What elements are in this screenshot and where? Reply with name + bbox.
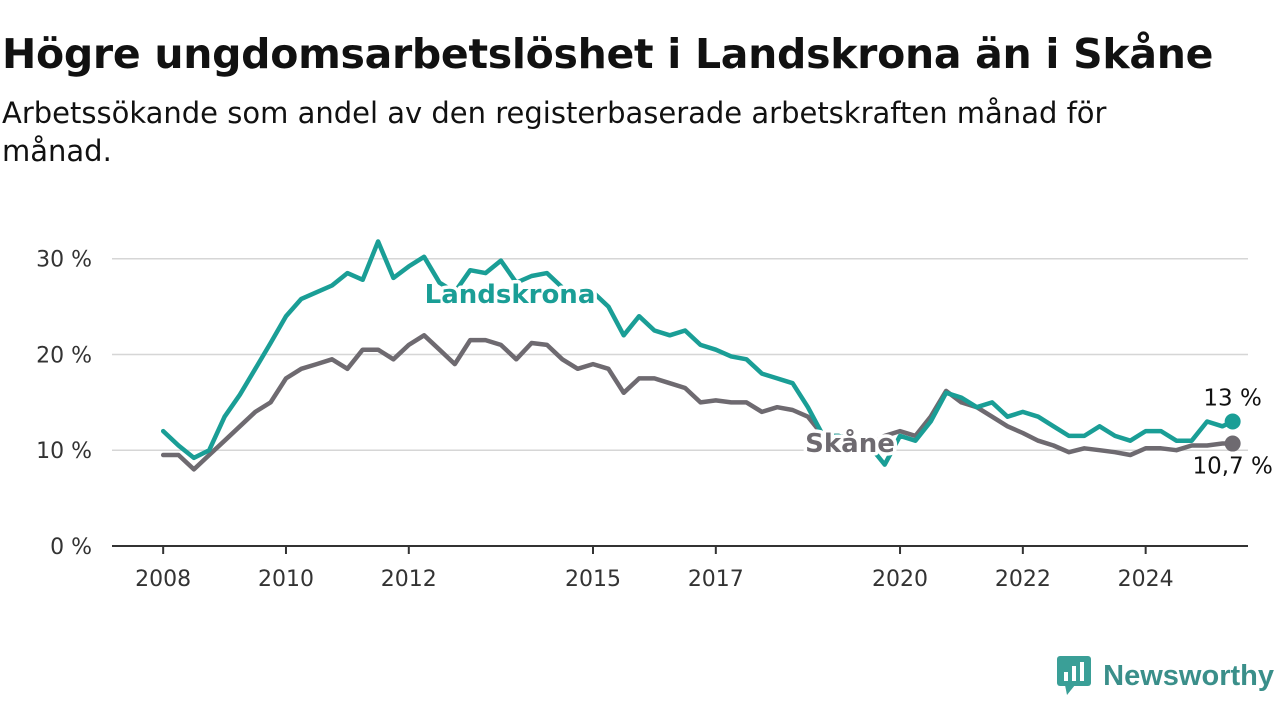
y-tick-label: 0 % bbox=[50, 535, 92, 560]
x-tick-label: 2008 bbox=[135, 567, 191, 592]
grid-layer bbox=[112, 257, 1248, 451]
series-label-landskrona: Landskrona bbox=[425, 280, 596, 310]
x-tick-label: 2010 bbox=[258, 567, 314, 592]
y-tick-label: 10 % bbox=[36, 439, 92, 464]
series-line-skne bbox=[160, 333, 1235, 472]
series-end-point-skne bbox=[1224, 435, 1241, 452]
chart-title: Högre ungdomsarbetslöshet i Landskrona ä… bbox=[2, 30, 1214, 78]
label-layer: Landskrona Skåne 13 % 10,7 % bbox=[421, 277, 1275, 483]
end-label-skane: 10,7 % bbox=[1192, 454, 1272, 480]
x-tick-label: 2017 bbox=[688, 567, 744, 592]
x-tick-label: 2020 bbox=[872, 567, 928, 592]
end-label-landskrona: 13 % bbox=[1203, 386, 1261, 412]
x-tick-label: 2015 bbox=[565, 567, 621, 592]
y-tick-label: 30 % bbox=[36, 248, 92, 273]
axis-layer: 0 % 10 % 20 % 30 % 2008 2010 2012 2015 2017 2020 2… bbox=[36, 248, 1248, 592]
brand-name: Newsworthy bbox=[1103, 659, 1274, 692]
x-tick-label: 2024 bbox=[1118, 567, 1174, 592]
x-tick-label: 2012 bbox=[381, 567, 437, 592]
x-tick-label: 2022 bbox=[995, 567, 1051, 592]
series-layer bbox=[160, 239, 1241, 472]
series-end-point-landskrona bbox=[1224, 413, 1241, 430]
series-label-skane: Skåne bbox=[805, 427, 895, 459]
brand-logo: Newsworthy bbox=[1057, 656, 1274, 696]
y-tick-label: 20 % bbox=[36, 343, 92, 368]
newsworthy-logo-icon bbox=[1057, 656, 1092, 695]
series-line-landskrona bbox=[160, 239, 1235, 467]
chart-subtitle: Arbetssökande som andel av den registerb… bbox=[2, 96, 1107, 168]
